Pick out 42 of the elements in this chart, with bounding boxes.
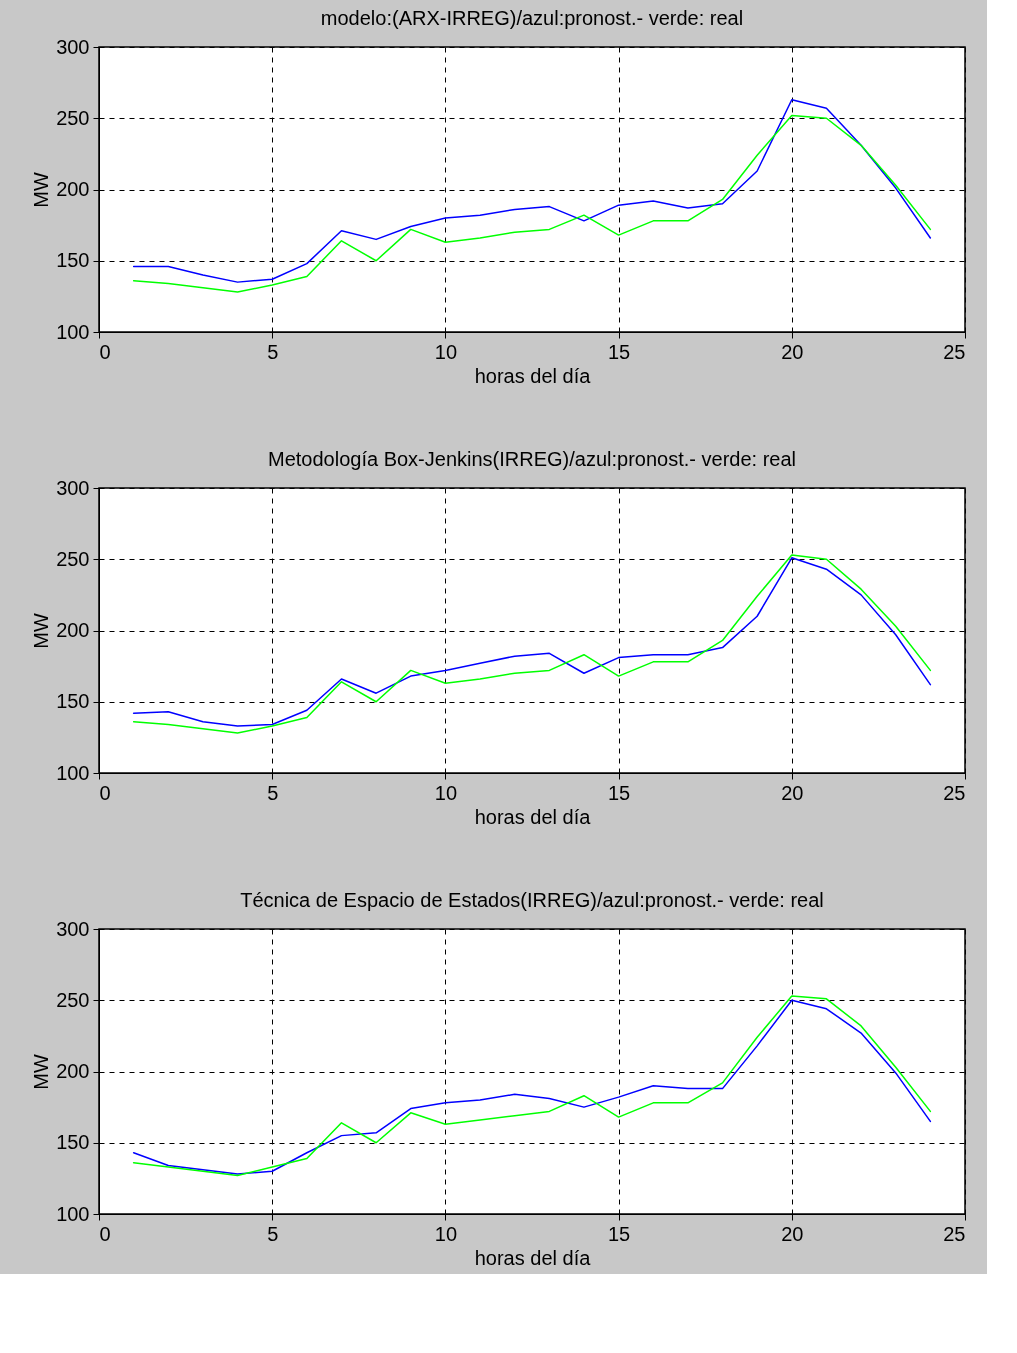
- y-tick-label: 200: [56, 619, 90, 641]
- y-tick-label: 150: [56, 1131, 90, 1154]
- x-tick-label: 5: [267, 781, 279, 804]
- y-tick-label: 150: [56, 249, 90, 272]
- x-tick-label: 15: [607, 781, 631, 804]
- y-axis-title: MW: [30, 172, 53, 208]
- x-tick-label: 20: [781, 340, 804, 363]
- y-axis-title: MW: [30, 613, 53, 649]
- x-tick-label: 15: [607, 340, 631, 363]
- y-tick-label: 200: [56, 178, 90, 200]
- x-axis-title: horas del día: [474, 364, 592, 387]
- y-tick-label: 300: [56, 917, 90, 940]
- y-tick-label: 250: [56, 547, 90, 570]
- x-axis-title: horas del día: [474, 1246, 592, 1269]
- x-tick-label: 0: [99, 781, 111, 804]
- y-tick-label: 300: [56, 476, 90, 499]
- y-tick-label: 100: [56, 320, 90, 343]
- x-tick-label: 5: [267, 340, 279, 363]
- chart-title: Metodología Box-Jenkins(IRREG)/azul:pronost.- verde: real: [267, 448, 797, 470]
- y-tick-label: 100: [56, 1202, 90, 1225]
- x-tick-label: 10: [434, 781, 458, 804]
- y-tick-label: 300: [56, 35, 90, 58]
- y-tick-label: 100: [56, 761, 90, 784]
- x-tick-label: 25: [943, 340, 966, 363]
- chart-title: Técnica de Espacio de Estados(IRREG)/azul:pronost.- verde: real: [240, 889, 824, 911]
- x-tick-label: 0: [99, 340, 111, 363]
- y-tick-label: 150: [56, 690, 90, 713]
- y-axis-title: MW: [30, 1054, 53, 1090]
- x-tick-label: 5: [267, 1222, 279, 1245]
- x-tick-label: 10: [434, 1222, 458, 1245]
- chart-title: modelo:(ARX-IRREG)/azul:pronost.- verde: real: [320, 7, 744, 29]
- x-tick-label: 15: [607, 1222, 631, 1245]
- x-tick-label: 25: [943, 781, 966, 804]
- x-tick-label: 0: [99, 1222, 111, 1245]
- y-tick-label: 200: [56, 1060, 90, 1082]
- x-tick-label: 20: [781, 781, 804, 804]
- x-tick-label: 20: [781, 1222, 804, 1245]
- y-tick-label: 250: [56, 106, 90, 129]
- y-tick-label: 250: [56, 988, 90, 1011]
- x-tick-label: 25: [943, 1222, 966, 1245]
- x-tick-label: 10: [434, 340, 458, 363]
- x-axis-title: horas del día: [474, 805, 592, 828]
